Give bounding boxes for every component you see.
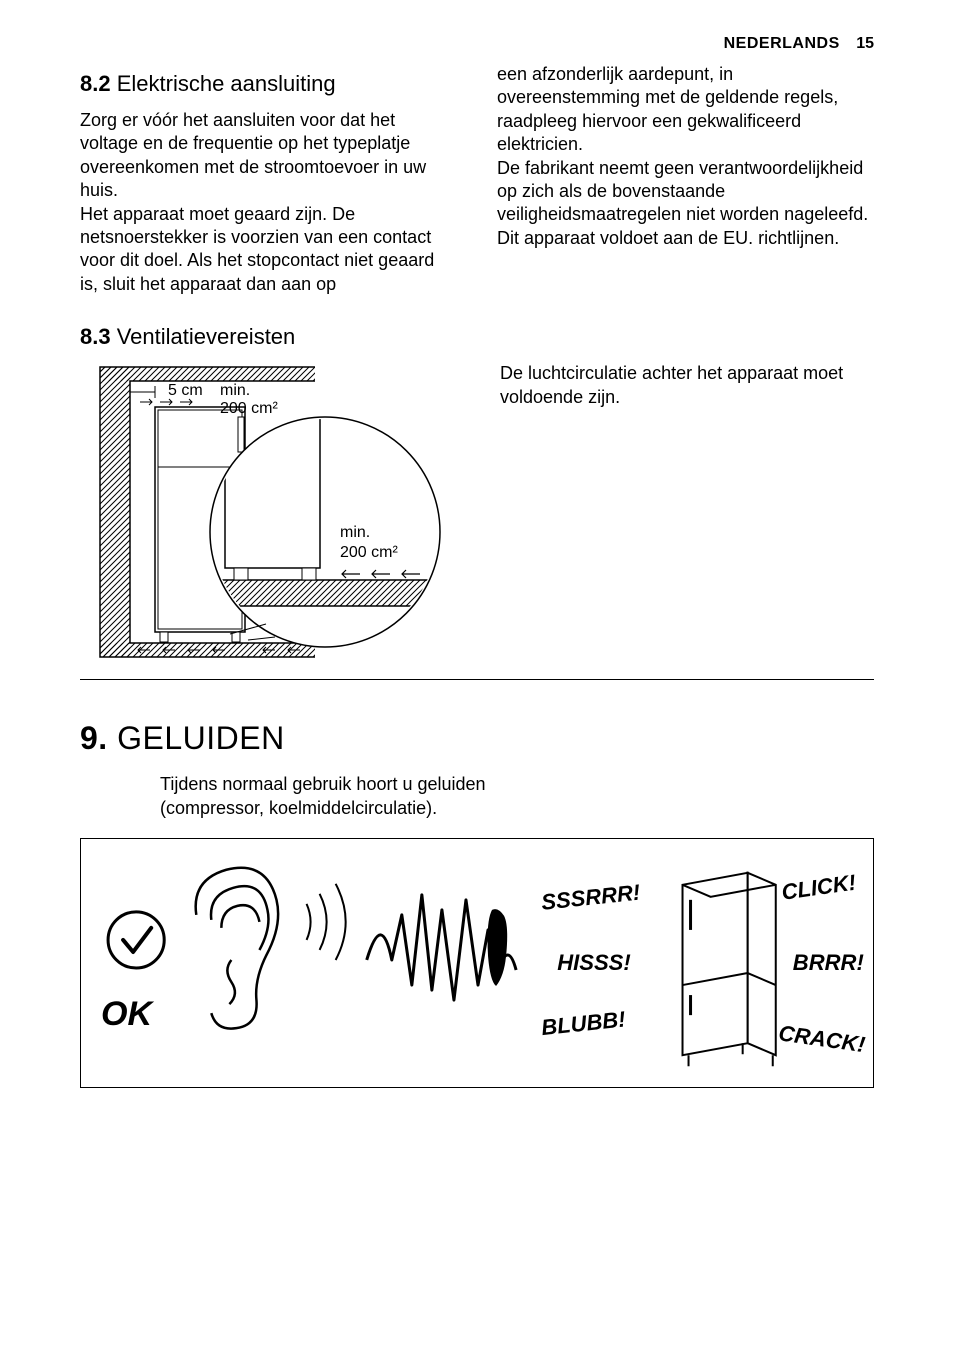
ok-label: OK [101, 995, 155, 1033]
vent-top-l2: 200 cm² [220, 400, 278, 417]
ventilation-figure: 5 cm min. 200 cm² [80, 362, 460, 667]
section-8-2-col1: Zorg er vóór het aansluiten voor dat het… [80, 109, 457, 296]
section-8-3-num: 8.3 [80, 324, 111, 349]
section-9-intro: Tijdens normaal gebruik hoort u geluiden… [160, 773, 574, 820]
section-8-2-num: 8.2 [80, 71, 111, 96]
section-8-3-heading: Ventilatievereisten [117, 324, 296, 349]
header-page-number: 15 [856, 35, 874, 52]
section-8-2-col2: een afzonderlijk aardepunt, in overeenst… [497, 63, 874, 296]
sound-brrr: BRRR! [793, 950, 864, 975]
section-9-heading: GELUIDEN [117, 720, 285, 756]
vent-top-l1: min. [220, 382, 250, 399]
sound-crack: CRACK! [777, 1020, 867, 1057]
sound-click: CLICK! [780, 870, 857, 905]
vent-gap-label: 5 cm [168, 382, 203, 399]
header-language: NEDERLANDS [724, 35, 840, 52]
vent-bot-l1: min. [340, 524, 370, 541]
sound-sssrrr: SSSRRR! [540, 880, 641, 915]
ventilation-row: 5 cm min. 200 cm² [80, 362, 874, 667]
section-8-2-body: Zorg er vóór het aansluiten voor dat het… [80, 109, 874, 296]
section-8-3-title: 8.3 Ventilatievereisten [80, 324, 874, 350]
sounds-figure: OK SSSRRR! HISSS! BLUBB! [80, 838, 874, 1088]
page-header: NEDERLANDS 15 [80, 35, 874, 53]
section-8-2-heading: Elektrische aansluiting [117, 71, 336, 96]
section-divider [80, 679, 874, 680]
vent-bot-l2: 200 cm² [340, 544, 398, 561]
section-9-title: 9. GELUIDEN [80, 720, 874, 757]
sound-blubb: BLUBB! [540, 1006, 627, 1040]
section-9-num: 9. [80, 720, 108, 756]
section-8-3-text: De luchtcirculatie achter het apparaat m… [500, 362, 874, 667]
sound-hisss: HISSS! [557, 950, 631, 975]
